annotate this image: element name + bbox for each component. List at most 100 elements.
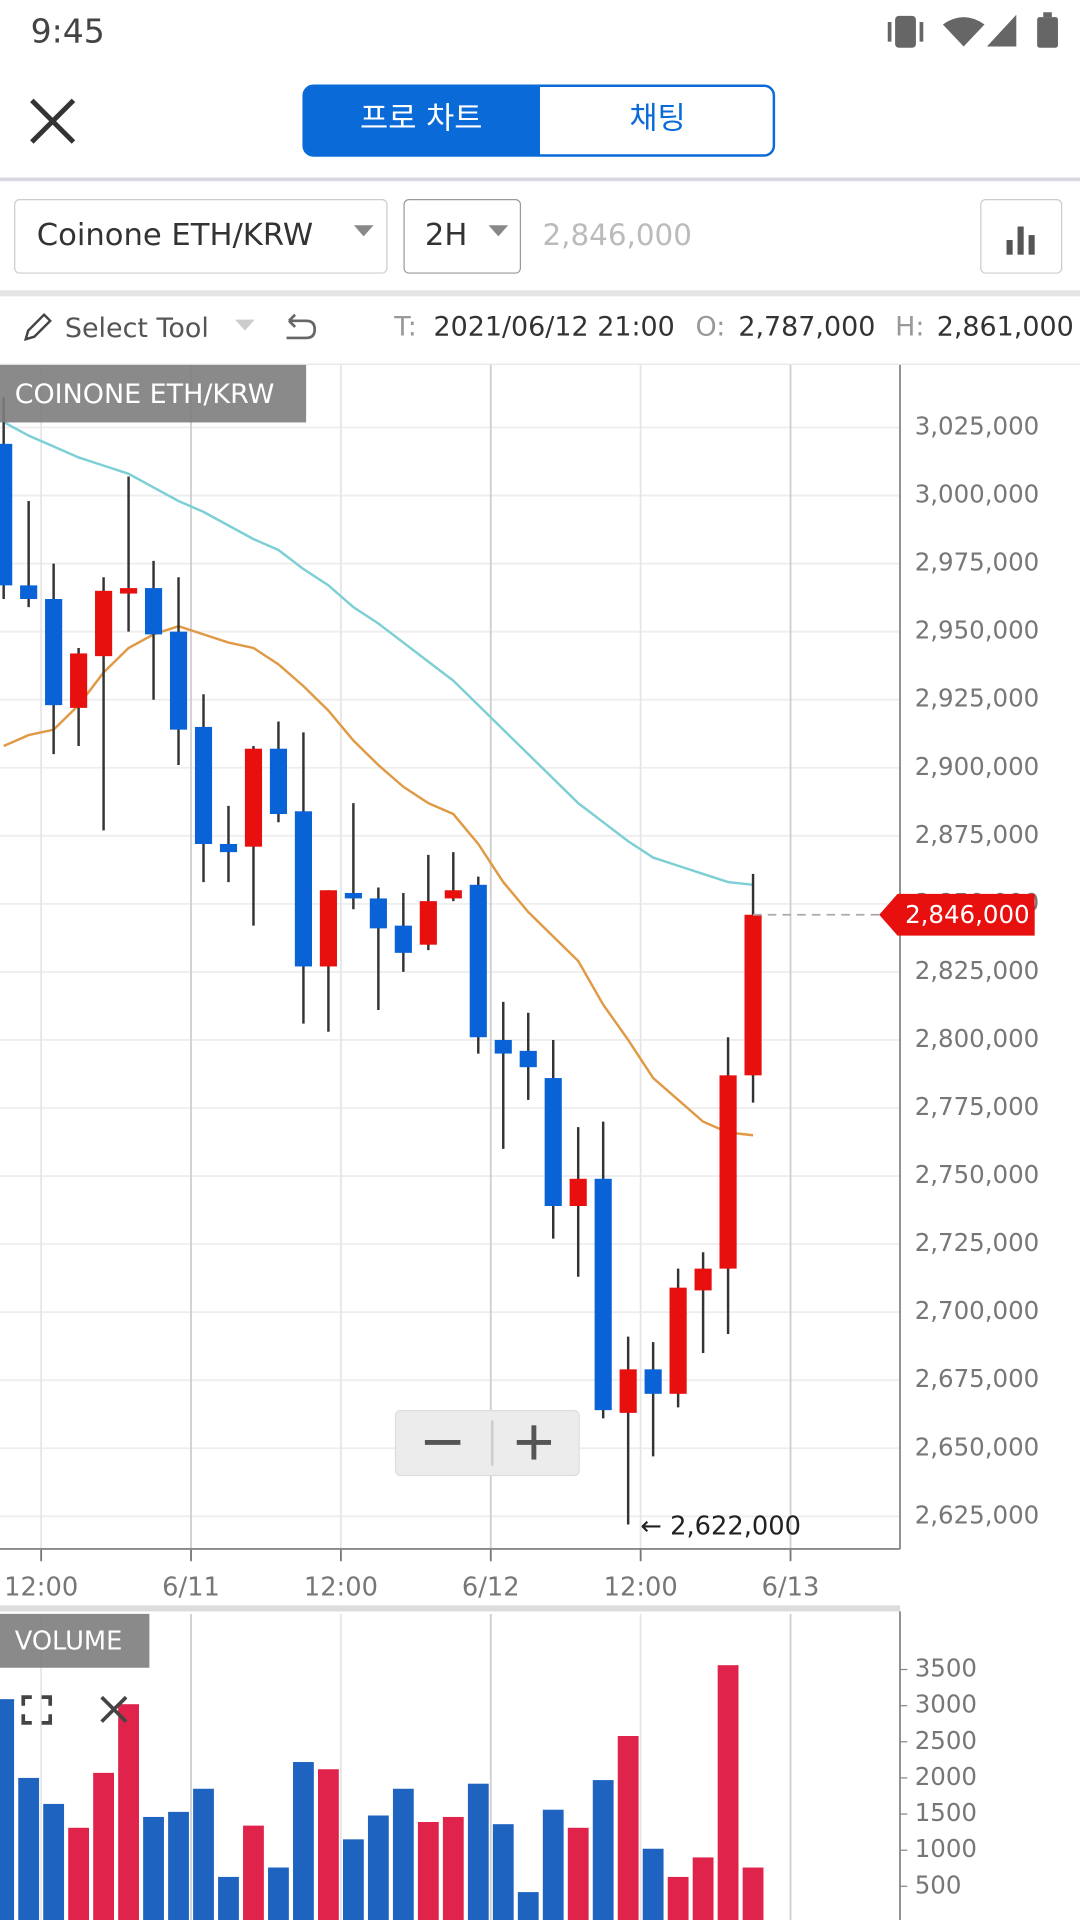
dropdown-arrow — [488, 225, 509, 237]
candle-body — [45, 598, 63, 706]
y-tick-label: 2500 — [915, 1726, 977, 1755]
panel-icons — [21, 1695, 128, 1725]
y-tick-label: 3,025,000 — [915, 412, 1040, 441]
panel-label-bg — [0, 1613, 150, 1668]
symbol-select[interactable] — [14, 198, 388, 274]
divider — [0, 177, 1080, 182]
volume-bar — [667, 1876, 689, 1920]
close-panel-icon — [100, 1695, 128, 1723]
candle-body — [219, 843, 238, 853]
volume-bar — [642, 1848, 664, 1920]
info-key: O: — [696, 312, 726, 343]
tab-label[interactable]: 채팅 — [629, 101, 685, 136]
candle-body — [194, 726, 213, 844]
candle-body — [719, 1075, 737, 1269]
panel-label: VOLUME — [15, 1627, 123, 1657]
candle-body — [169, 631, 188, 730]
candle-body — [619, 1369, 637, 1413]
x-tick-label: 6/11 — [162, 1573, 220, 1603]
volume-bar — [592, 1780, 614, 1920]
volume-bar — [467, 1783, 489, 1920]
pencil-icon[interactable] — [23, 312, 52, 341]
y-tick-label: 2,825,000 — [915, 956, 1040, 985]
candle-body — [544, 1078, 562, 1207]
y-tick-label: 2,950,000 — [915, 616, 1040, 645]
volume-bar — [492, 1824, 514, 1920]
divider — [0, 363, 1080, 365]
y-tick-label: 2,975,000 — [915, 548, 1040, 577]
volume-bar — [68, 1827, 90, 1920]
moving-average — [3, 420, 754, 887]
candle-body — [294, 811, 312, 967]
tab-active[interactable] — [303, 85, 540, 156]
candle-body — [469, 884, 487, 1038]
tool-select[interactable]: Select Tool — [65, 313, 209, 344]
chart-label-bg — [0, 364, 307, 423]
chart-label: COINONE ETH/KRW — [15, 379, 275, 410]
candle-body — [70, 653, 88, 708]
candle-body — [144, 588, 163, 635]
volume-bar — [567, 1827, 589, 1920]
candle-body — [0, 443, 13, 586]
candle-body — [20, 585, 38, 599]
volume-bar — [367, 1815, 389, 1920]
close-button[interactable] — [30, 98, 76, 144]
volume-bar — [342, 1839, 364, 1920]
volume-bar — [143, 1816, 164, 1920]
low-annotation: ← 2,622,000 — [640, 1511, 801, 1541]
price-marker — [879, 893, 1035, 936]
status-icons — [887, 12, 1058, 48]
candle-body — [120, 588, 138, 594]
candle-body — [569, 1178, 587, 1207]
y-tick-label: 3000 — [915, 1690, 977, 1719]
status-time: 9:45 — [31, 12, 105, 51]
x-tick-label: 12:00 — [604, 1573, 678, 1603]
candle-body — [369, 898, 387, 929]
candle-body — [419, 901, 437, 945]
tab-label[interactable]: 프로 차트 — [360, 101, 482, 136]
candle-body — [744, 914, 762, 1076]
candle-body — [519, 1050, 537, 1068]
panel-separator — [0, 1605, 900, 1612]
moving-average — [3, 624, 754, 1137]
info-value: 2,861,000 — [937, 312, 1074, 343]
chart-area: 3,025,000 3,000,000 2,975,000 2,950,000 2,92… — [0, 364, 1040, 1920]
price-marker-label: 2,846,000 — [905, 900, 1030, 929]
volume-bar — [43, 1803, 65, 1920]
candle-body — [394, 925, 412, 953]
dropdown-arrow — [353, 225, 374, 237]
zoom-controls — [394, 1410, 580, 1477]
volume-bar — [442, 1816, 464, 1920]
volume-bar — [417, 1822, 439, 1920]
volume-bar — [243, 1825, 264, 1920]
info-value: 2,787,000 — [738, 312, 875, 343]
volume-bar — [218, 1876, 239, 1920]
y-tick-label: 2,800,000 — [915, 1024, 1040, 1053]
volume-bar — [617, 1736, 639, 1920]
undo-button[interactable] — [286, 313, 317, 340]
y-tick-label: 3500 — [915, 1654, 977, 1683]
volume-bar — [517, 1892, 539, 1920]
y-tick-label: 500 — [915, 1870, 962, 1899]
candle-body — [669, 1287, 687, 1394]
y-tick-label: 1000 — [915, 1834, 977, 1863]
symbol-label: Coinone ETH/KRW — [37, 218, 313, 253]
volume-bar — [268, 1867, 289, 1920]
interval-select[interactable] — [403, 198, 522, 274]
y-tick-label: 2,700,000 — [915, 1296, 1040, 1325]
zoom-bg — [394, 1410, 580, 1477]
candle-body — [594, 1178, 612, 1411]
y-tick-label: 2,675,000 — [915, 1364, 1040, 1393]
y-tick-label: 2,900,000 — [915, 752, 1040, 781]
volume-bar — [118, 1704, 139, 1920]
info-key: H: — [895, 312, 924, 343]
candle-body — [444, 890, 462, 899]
price-input[interactable]: 2,846,000 — [542, 218, 692, 252]
volume-bar — [717, 1665, 739, 1920]
volume-bar — [692, 1857, 714, 1920]
candle-body — [494, 1039, 512, 1054]
candle-body — [95, 590, 113, 657]
y-tick-label: 2,925,000 — [915, 684, 1040, 713]
